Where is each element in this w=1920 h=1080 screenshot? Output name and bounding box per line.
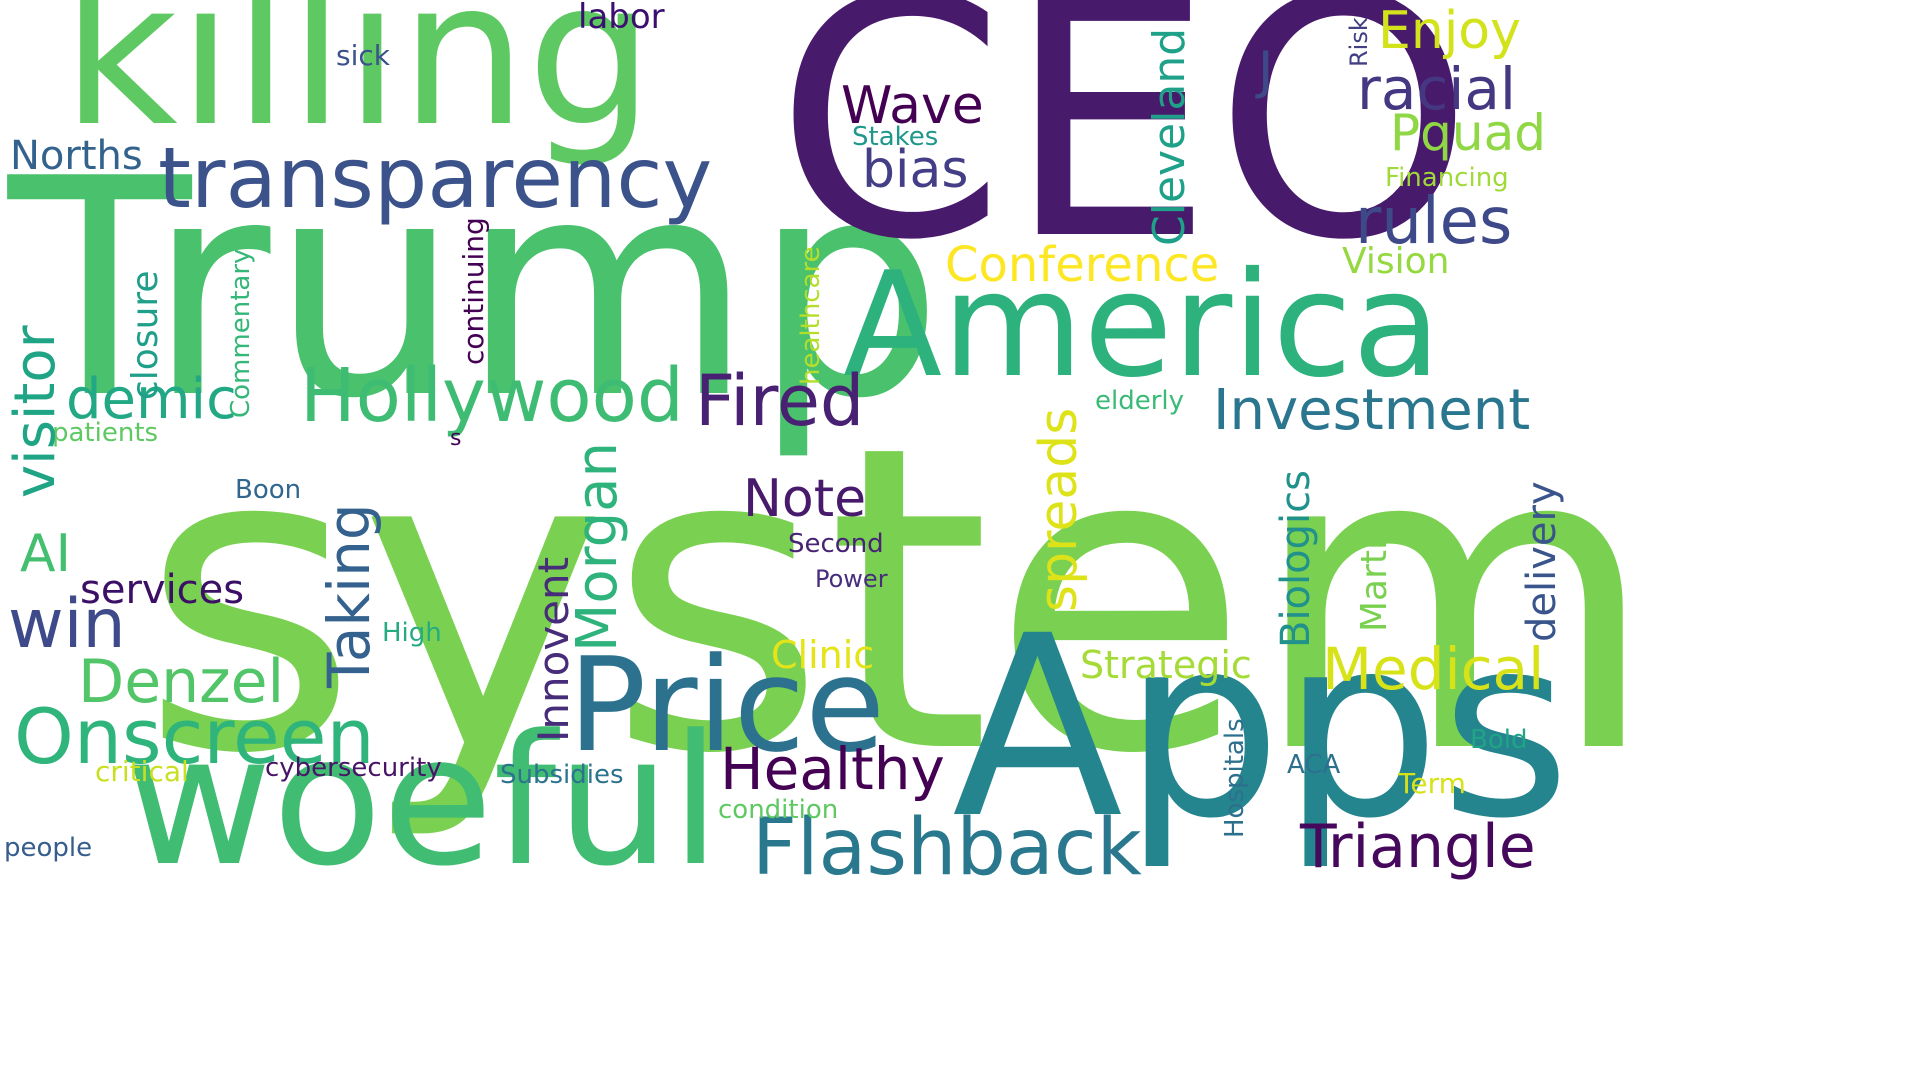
word-s: s <box>450 426 462 451</box>
word-triangle: Triangle <box>1300 812 1536 882</box>
word-hollywood: Hollywood <box>300 353 684 439</box>
word-spreads: spreads <box>1029 407 1089 612</box>
word-trump: Trump <box>8 115 944 464</box>
word-j: J <box>1258 41 1274 101</box>
word-america: America <box>843 241 1442 410</box>
word-biologics: Biologics <box>1273 470 1319 648</box>
word-vision: Vision <box>1342 241 1450 282</box>
word-term: Term <box>1398 767 1466 800</box>
word-win: win <box>8 585 126 664</box>
word-power: Power <box>815 565 888 593</box>
word-delivery: delivery <box>1519 481 1565 642</box>
word-killing: killing <box>62 0 654 171</box>
word-stakes: Stakes <box>852 122 939 152</box>
word-innovent: Innovent <box>529 556 578 742</box>
word-taking: Taking <box>315 503 383 688</box>
word-healthy: Healthy <box>720 735 945 803</box>
word-ai: AI <box>20 524 71 584</box>
word-high: High <box>382 618 442 648</box>
word-elderly: elderly <box>1095 386 1185 416</box>
word-strategic: Strategic <box>1080 643 1252 687</box>
word-commentary: Commentary <box>226 248 256 418</box>
word-financing: Financing <box>1385 163 1509 193</box>
word-critical: critical <box>95 755 189 788</box>
word-second: Second <box>788 529 884 559</box>
word-note: Note <box>743 469 867 529</box>
word-closure: closure <box>125 270 166 400</box>
word-hospitals: Hospitals <box>1220 718 1250 838</box>
word-enjoy: Enjoy <box>1378 1 1521 61</box>
word-clinic: Clinic <box>771 633 875 677</box>
word-rules: rules <box>1355 185 1513 259</box>
word-cybersecurity: cybersecurity <box>265 753 442 783</box>
word-fired: Fired <box>695 360 865 442</box>
word-medical: Medical <box>1322 635 1545 703</box>
word-services: services <box>80 567 245 613</box>
word-bias: bias <box>862 140 969 200</box>
word-subsidies: Subsidies <box>500 760 624 790</box>
word-risk: Risk <box>1345 17 1373 67</box>
word-cleveland: Cleveland <box>1144 27 1195 246</box>
word-morgan: Morgan <box>565 442 630 652</box>
word-continuing: continuing <box>457 217 490 365</box>
word-onscreen: Onscreen <box>14 692 375 781</box>
word-ceo: CEO <box>775 0 1474 312</box>
word-visitor: visitor <box>3 325 68 498</box>
word-price: Price <box>568 629 886 781</box>
word-labor: labor <box>578 0 665 37</box>
word-denzel: Denzel <box>78 647 285 717</box>
word-boon: Boon <box>235 475 302 505</box>
word-wave: Wave <box>841 76 984 136</box>
word-norths: Norths <box>10 133 143 179</box>
word-investment: Investment <box>1213 378 1531 443</box>
word-conference: Conference <box>945 237 1220 293</box>
word-bold: Bold <box>1470 725 1528 755</box>
word-apps: Apps <box>952 582 1571 873</box>
word-aca: ACA <box>1287 750 1341 780</box>
word-racial: racial <box>1357 55 1517 123</box>
word-martin: Martin <box>1354 517 1395 632</box>
word-patients: patients <box>52 418 159 448</box>
word-transparency: transparency <box>158 129 713 227</box>
word-pquad: Pquad <box>1390 104 1546 162</box>
word-flashback: Flashback <box>752 803 1142 893</box>
word-people: people <box>4 833 93 863</box>
word-woeful: woeful <box>125 697 721 906</box>
word-healthcare: healthcare <box>796 246 826 385</box>
word-condition: condition <box>718 795 839 825</box>
word-sick: sick <box>336 39 390 72</box>
word-demic: demic <box>66 367 237 432</box>
word-system: system <box>140 357 1659 846</box>
